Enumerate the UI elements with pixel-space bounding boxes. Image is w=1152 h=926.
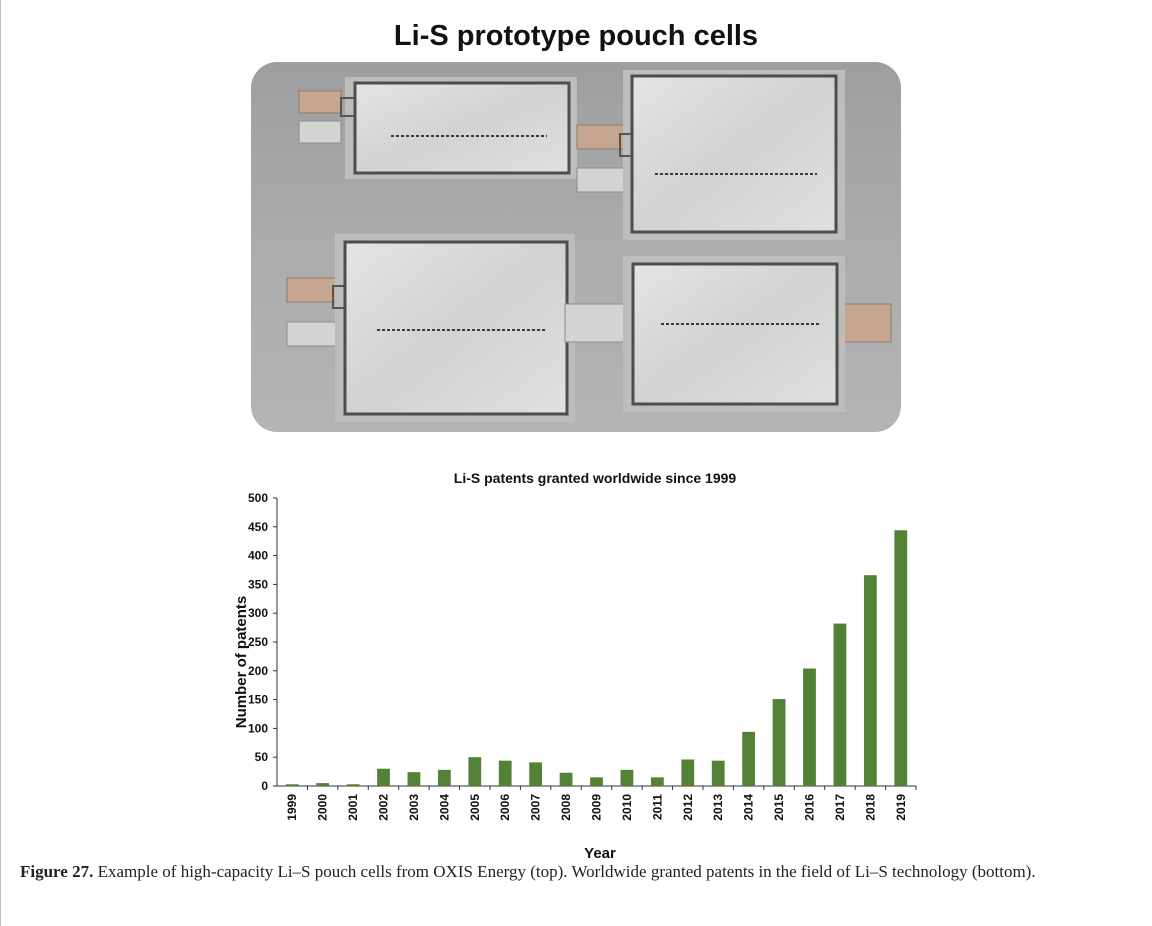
pouch-cell-3 (286, 234, 575, 422)
figure-frame-border (0, 0, 1, 926)
x-tick-label-1999: 1999 (285, 794, 299, 821)
x-tick-label-2008: 2008 (559, 794, 573, 821)
bar-2000 (316, 783, 330, 786)
y-tick-label: 450 (248, 520, 268, 534)
bar-2010 (620, 769, 634, 786)
x-tick-label-2007: 2007 (529, 794, 543, 821)
bar-2018 (863, 575, 877, 786)
y-tick-label: 200 (248, 664, 268, 678)
caption-label: Figure 27. (20, 862, 94, 881)
x-tick-label-2012: 2012 (681, 794, 695, 821)
figure-caption: Figure 27. Example of high-capacity Li–S… (20, 860, 1140, 884)
x-tick-label-2017: 2017 (833, 794, 847, 821)
bar-2007 (529, 762, 543, 786)
pouch-cells-photo (251, 62, 901, 432)
x-tick-label-2010: 2010 (620, 794, 634, 821)
y-tick-label: 150 (248, 693, 268, 707)
x-tick-label-2014: 2014 (742, 794, 756, 821)
pouch-cell-2 (576, 70, 845, 240)
x-tick-label-2005: 2005 (468, 794, 482, 821)
caption-text: Example of high-capacity Li–S pouch cell… (93, 862, 1036, 881)
bar-2012 (681, 759, 695, 786)
bar-2008 (559, 772, 573, 786)
x-tick-label-2002: 2002 (377, 794, 391, 821)
y-tick-label: 250 (248, 635, 268, 649)
x-tick-label-2004: 2004 (437, 794, 451, 821)
y-tick-label: 100 (248, 721, 268, 735)
x-tick-label-2009: 2009 (590, 794, 604, 821)
y-tick-label: 400 (248, 549, 268, 563)
patents-bar-chart: Li-S patents granted worldwide since 199… (233, 470, 917, 862)
bar-2015 (772, 699, 786, 786)
x-tick-label-2001: 2001 (346, 794, 360, 821)
x-tick-label-2006: 2006 (498, 794, 512, 821)
bar-2005 (468, 757, 482, 786)
plot-area: 0 50 100 150 200 250 300 350 400 450 500 1999 2000 20… (248, 491, 917, 821)
y-tick-label: 500 (248, 491, 268, 505)
bar-2001 (346, 784, 360, 786)
y-tick-label: 350 (248, 577, 268, 591)
y-tick-label: 0 (261, 779, 268, 793)
bar-2006 (498, 760, 512, 786)
x-tick-label-2000: 2000 (316, 794, 330, 821)
bar-2013 (711, 760, 725, 786)
bar-2014 (742, 731, 756, 786)
bar-2016 (803, 668, 816, 786)
y-tick-label: 50 (255, 750, 269, 764)
x-tick-label-2003: 2003 (407, 794, 421, 821)
x-tick-label-2016: 2016 (803, 794, 817, 821)
bar-2017 (833, 623, 847, 786)
bar-2003 (407, 772, 421, 786)
x-tick-label-2013: 2013 (711, 794, 725, 821)
bar-2019 (894, 530, 908, 786)
axes (276, 498, 916, 787)
pouch-cell-1 (298, 77, 577, 179)
x-axis-label: Year (584, 845, 616, 862)
bar-2002 (377, 768, 390, 786)
x-tick-label-2015: 2015 (772, 794, 786, 821)
bar-1999 (285, 784, 299, 786)
y-tick-label: 300 (248, 606, 268, 620)
bar-2011 (650, 777, 664, 786)
x-tick-label-2018: 2018 (863, 794, 877, 821)
y-axis-label: Number of patents (233, 596, 250, 729)
bar-2004 (437, 769, 451, 786)
x-tick-label-2011: 2011 (650, 794, 664, 820)
photo-title: Li-S prototype pouch cells (393, 20, 759, 52)
x-tick-label-2019: 2019 (894, 794, 908, 821)
pouch-cell-4 (564, 256, 892, 412)
bar-2009 (590, 777, 603, 786)
chart-title: Li-S patents granted worldwide since 199… (454, 470, 737, 486)
